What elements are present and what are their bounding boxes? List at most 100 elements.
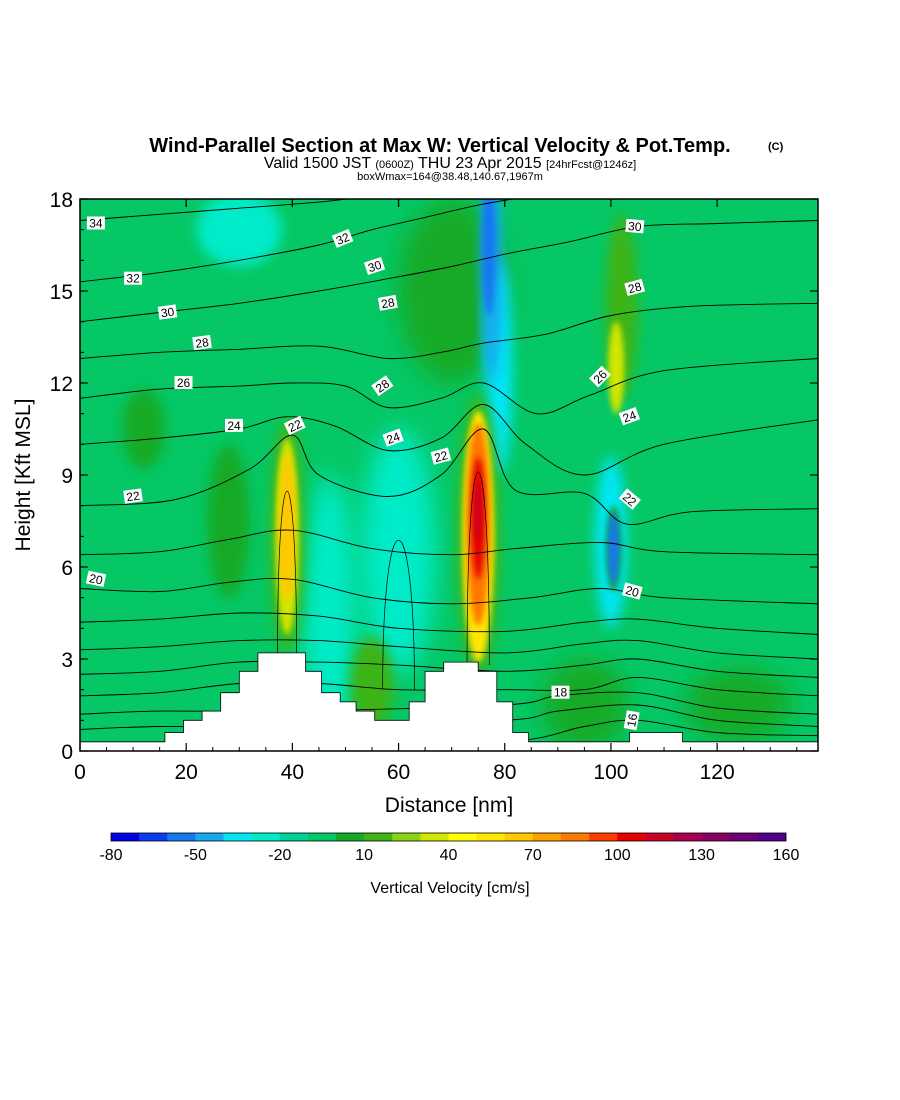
- isentrope-line: [80, 529, 818, 556]
- colorbar-tick-label: 70: [524, 847, 542, 864]
- colorbar-swatch: [757, 833, 787, 841]
- colorbar-swatch: [476, 833, 506, 841]
- updraft-75-peak: [475, 481, 482, 543]
- contour-label-text: 20: [88, 571, 104, 588]
- contour-label: 30: [625, 218, 645, 234]
- colorbar-tick-label: -50: [184, 847, 207, 864]
- colorbar-swatch: [589, 833, 618, 841]
- velocity-contour: [466, 471, 490, 666]
- contour-label-text: 18: [554, 686, 568, 700]
- contour-label-text: 26: [177, 376, 191, 390]
- y-axis-label: Height [Kft MSL]: [12, 399, 35, 552]
- plot-area: 34 32 30 28 26 24 22 20 32 30 28 28 24 22 22 30 28 26 24 22…: [80, 199, 818, 751]
- colorbar-swatch: [223, 833, 252, 841]
- colorbar-swatch: [673, 833, 702, 841]
- contour-label-text: 32: [126, 272, 140, 286]
- contour-label-box: [157, 304, 178, 320]
- contour-label-box: [624, 278, 646, 297]
- colorbar-frame: [110, 832, 787, 842]
- colorbar-swatch: [448, 833, 477, 841]
- downdraft-plume-core: [481, 199, 496, 316]
- contour-label: 30: [363, 257, 386, 276]
- contour-label: 28: [371, 375, 394, 397]
- w-region-green: [685, 668, 792, 742]
- contour-label-text: 22: [286, 417, 304, 435]
- contour-label: 22: [430, 447, 452, 465]
- contour-label-box: [86, 216, 105, 230]
- terrain: [80, 652, 818, 751]
- contour-label-box: [618, 407, 641, 426]
- y-tick-label: 0: [61, 741, 73, 764]
- contour-label-box: [124, 271, 143, 285]
- isentrope-line: [80, 199, 352, 221]
- contour-label-layer: 34 32 30 28 26 24 22 20 32 30 28 28 24 22 22 30 28 26 24 22…: [85, 216, 646, 731]
- contour-label-box: [551, 685, 570, 699]
- x-tick-label: 80: [493, 761, 516, 784]
- w-region-green: [207, 444, 250, 598]
- isentrope-line: [80, 612, 818, 635]
- w-region-yellow: [608, 321, 625, 414]
- contour-label-text: 28: [195, 335, 210, 351]
- x-tick-label: 100: [593, 761, 628, 784]
- colorbar: -80 -50 -20 10 40 70 100 130 160: [99, 832, 800, 864]
- colorbar-swatch: [420, 833, 449, 841]
- colorbar-swatch: [195, 833, 224, 841]
- contour-label-text: 24: [385, 429, 403, 447]
- contour-label-box: [371, 375, 394, 397]
- y-tick-label: 3: [61, 649, 73, 672]
- x-tick-label: 60: [387, 761, 410, 784]
- colorbar-tick-label: 10: [355, 847, 373, 864]
- contour-label-box: [625, 218, 645, 234]
- y-tick-label: 6: [61, 557, 73, 580]
- isentrope-line: [80, 428, 818, 526]
- contour-label: 24: [225, 418, 243, 433]
- isentrope-line: [80, 577, 818, 605]
- updraft-39-core: [279, 453, 296, 601]
- copyright-mark: (C): [768, 141, 784, 153]
- contour-label-box: [283, 415, 306, 436]
- contour-label-text: 30: [160, 305, 175, 321]
- contour-label-box: [621, 582, 643, 600]
- contour-label-box: [123, 488, 143, 504]
- contour-label: 16: [623, 710, 640, 731]
- chart-title: Wind-Parallel Section at Max W: Vertical…: [149, 135, 730, 157]
- colorbar-swatch: [729, 833, 759, 841]
- contour-label-text: 24: [227, 419, 241, 433]
- contour-label: 26: [174, 376, 193, 390]
- colorbar-swatch: [364, 833, 393, 841]
- w-region-green: [541, 659, 627, 751]
- colorbar-swatch: [561, 833, 590, 841]
- contour-label-box: [588, 365, 611, 388]
- contour-label-box: [377, 294, 398, 311]
- contour-label-box: [192, 334, 212, 351]
- box-wmax-info: boxWmax=164@38.48,140.67,1967m: [357, 171, 543, 183]
- contour-label-box: [618, 488, 641, 510]
- contour-label: 24: [618, 407, 641, 426]
- colorbar-tick-label: 160: [773, 847, 800, 864]
- contour-label: 30: [157, 304, 178, 321]
- colorbar-swatch: [307, 833, 337, 841]
- contour-label: 32: [124, 271, 143, 286]
- w-region-green: [122, 389, 165, 469]
- y-tick-label: 18: [50, 189, 73, 212]
- contour-label-text: 28: [380, 295, 396, 311]
- contour-label: 24: [382, 428, 404, 447]
- colorbar-swatch: [392, 833, 421, 841]
- colorbar-swatch: [336, 833, 365, 841]
- contour-label-text: 22: [126, 489, 141, 505]
- colorbar-swatch: [617, 833, 646, 841]
- y-tick-label: 15: [50, 281, 73, 304]
- contour-label: 22: [123, 488, 143, 504]
- colorbar-swatch: [504, 833, 534, 841]
- colorbar-swatch: [645, 833, 674, 841]
- y-tick-label: 9: [61, 465, 73, 488]
- colorbar-swatch: [701, 833, 731, 841]
- contour-label-text: 30: [366, 258, 383, 276]
- colorbar-tick-label: 40: [440, 847, 458, 864]
- contour-label: 22: [618, 488, 641, 510]
- contour-label: 26: [588, 365, 611, 388]
- valid-time-line: Valid 1500 JST (0600Z) THU 23 Apr 2015 […: [264, 155, 636, 172]
- contour-label-box: [85, 570, 107, 588]
- colorbar-swatch: [167, 833, 196, 841]
